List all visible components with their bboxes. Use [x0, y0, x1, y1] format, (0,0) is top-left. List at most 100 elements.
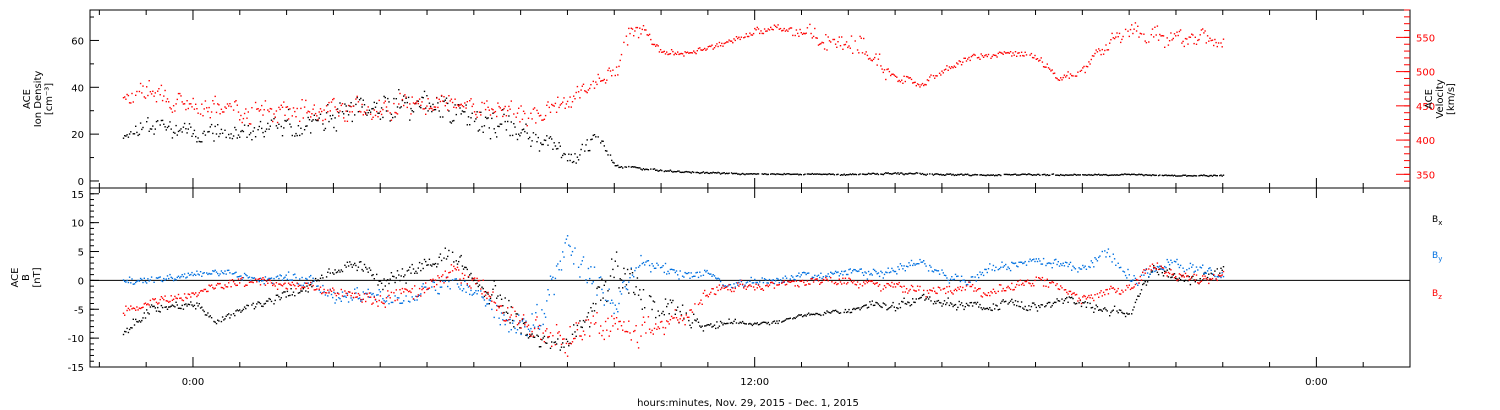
- bz-series-point: [1058, 288, 1061, 291]
- density-series-point: [1157, 174, 1160, 177]
- bx-series-point: [459, 256, 461, 258]
- bz-series-point: [188, 293, 191, 296]
- by-series-point: [407, 300, 410, 302]
- bx-series-point: [347, 265, 350, 267]
- by-series-point: [978, 276, 980, 279]
- bz-series-point: [170, 295, 172, 297]
- density-series-point: [240, 130, 242, 133]
- velocity-series-point: [1089, 63, 1091, 65]
- velocity-series-point: [292, 107, 295, 109]
- bz-series-point: [394, 299, 396, 302]
- density-series-point: [262, 131, 264, 134]
- velocity-series-point: [892, 73, 894, 75]
- by-series-point: [869, 273, 871, 276]
- by-series-point: [838, 275, 840, 277]
- by-series-point: [657, 264, 659, 266]
- by-series-point: [379, 291, 382, 293]
- velocity-series-point: [1154, 26, 1156, 28]
- density-series-point: [971, 174, 974, 176]
- by-series-point: [276, 275, 279, 277]
- by-series-point: [192, 274, 194, 277]
- bx-series-point: [932, 303, 935, 305]
- bz-series-point: [1055, 284, 1057, 287]
- density-series-point: [970, 174, 973, 177]
- velocity-series-point: [1197, 39, 1199, 42]
- bx-series-point: [1166, 269, 1168, 271]
- density-series-point: [997, 174, 999, 176]
- velocity-series-point: [785, 29, 788, 31]
- by-series-point: [678, 278, 680, 280]
- by-series-point: [568, 244, 570, 246]
- by-series-point: [1122, 270, 1124, 272]
- bz-series-point: [1221, 274, 1223, 276]
- bz-series-point: [1042, 285, 1045, 287]
- bx-series-point: [1122, 312, 1124, 315]
- velocity-series-point: [1168, 40, 1171, 42]
- bz-series-point: [625, 330, 628, 333]
- bz-series-point: [738, 285, 740, 287]
- bz-series-point: [299, 284, 301, 287]
- by-series-point: [292, 274, 295, 276]
- density-series-point: [693, 171, 695, 174]
- bx-series-point: [592, 302, 594, 305]
- bx-series-point: [1005, 300, 1007, 303]
- bx-series-point: [136, 320, 138, 323]
- density-series-point: [313, 114, 315, 116]
- velocity-series-point: [202, 115, 204, 117]
- bx-series-point: [1219, 272, 1221, 274]
- density-series-point: [210, 123, 213, 126]
- velocity-series-point: [706, 48, 708, 50]
- bx-series-point: [600, 299, 602, 301]
- bz-series-point: [334, 292, 336, 295]
- density-series-point: [493, 128, 495, 130]
- by-series-point: [347, 301, 350, 303]
- by-series-point: [854, 269, 856, 271]
- bz-series-point: [1023, 284, 1025, 286]
- density-series-point: [429, 105, 432, 108]
- bx-series-point: [727, 322, 729, 325]
- velocity-series-point: [810, 32, 812, 35]
- density-series-point: [482, 131, 484, 133]
- by-series-point: [623, 280, 625, 282]
- density-series-point: [806, 173, 809, 175]
- density-series-point: [893, 172, 895, 174]
- density-series-point: [1219, 174, 1221, 177]
- density-series-point: [1034, 174, 1036, 176]
- bx-series-point: [122, 333, 125, 336]
- bx-series-point: [1173, 273, 1176, 275]
- bz-series-point: [203, 288, 205, 291]
- density-series-point: [511, 134, 514, 137]
- density-series-point: [487, 117, 489, 119]
- by-series-point: [258, 280, 260, 283]
- velocity-series-point: [1042, 66, 1045, 68]
- by-series-point: [472, 293, 475, 295]
- density-series-point: [334, 117, 336, 119]
- bx-series-point: [199, 307, 202, 309]
- by-series-point: [498, 317, 500, 319]
- velocity-series-point: [863, 37, 865, 40]
- density-series-point: [744, 173, 746, 176]
- bz-series-point: [568, 343, 570, 345]
- by-series-point: [421, 285, 423, 288]
- by-series-point: [634, 269, 636, 272]
- velocity-series-point: [1209, 37, 1211, 39]
- density-series-point: [461, 110, 464, 112]
- bz-series-point: [1132, 287, 1134, 289]
- bx-series-point: [1137, 295, 1139, 297]
- velocity-series-point: [641, 28, 643, 31]
- b-tick-label: 5: [78, 248, 84, 259]
- density-series-point: [898, 173, 900, 175]
- density-series-point: [877, 173, 880, 176]
- bx-series-point: [1028, 305, 1030, 307]
- by-series-point: [358, 297, 361, 299]
- density-series-point: [303, 129, 306, 131]
- by-series-point: [483, 299, 486, 301]
- bz-series-point: [560, 343, 563, 346]
- b-axis-label-line: B: [21, 274, 32, 281]
- bx-series-point: [1164, 270, 1166, 272]
- by-series-point: [465, 291, 467, 293]
- bz-series-point: [1080, 302, 1083, 305]
- by-series-point: [894, 270, 897, 273]
- bx-series-point: [360, 261, 362, 263]
- bx-series-point: [729, 322, 732, 324]
